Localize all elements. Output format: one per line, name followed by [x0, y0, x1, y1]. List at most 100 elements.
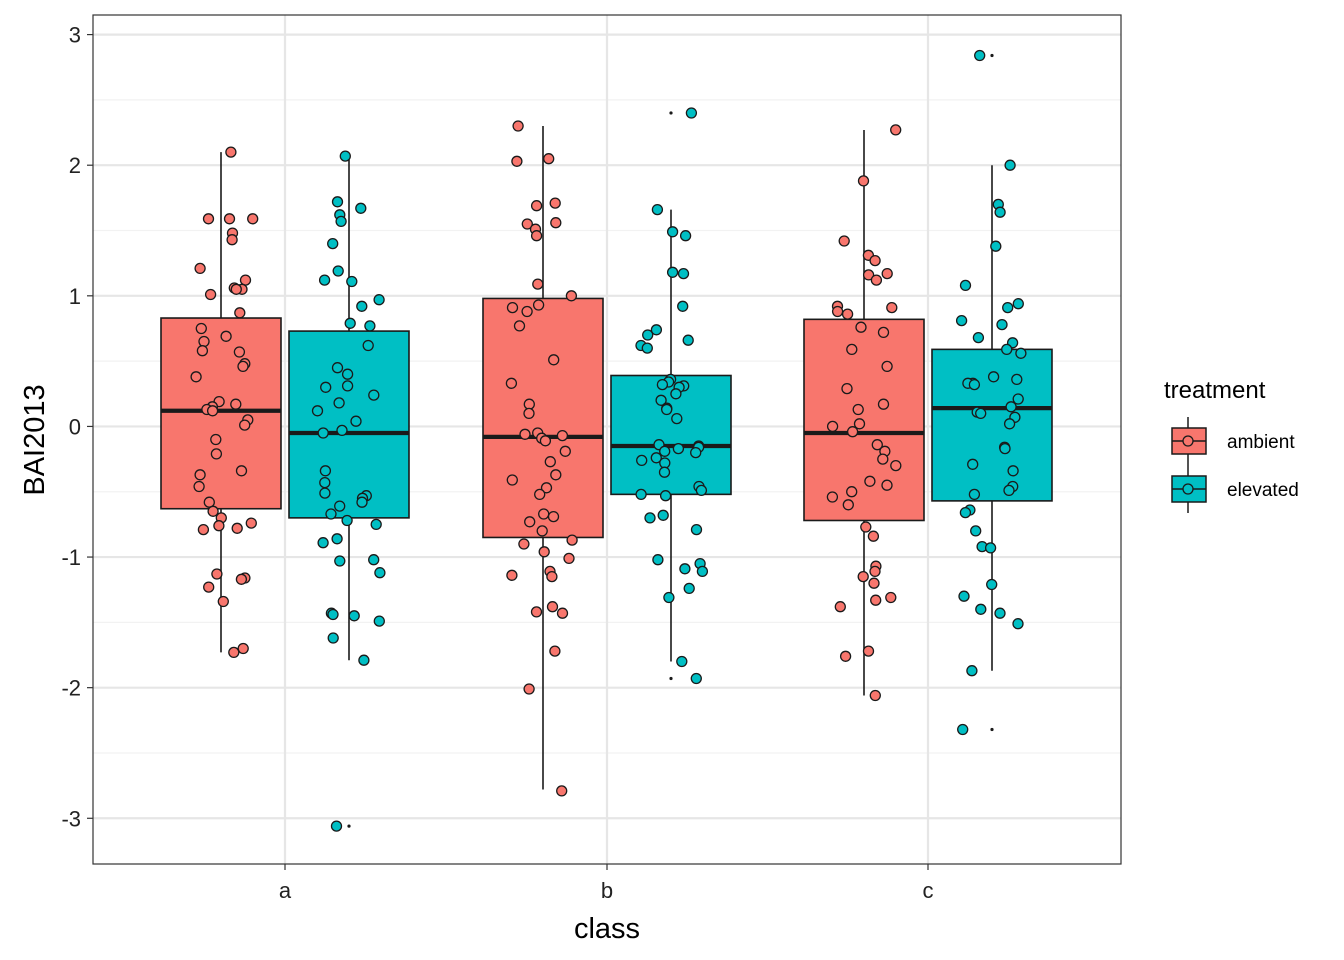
data-point-ambient	[226, 234, 238, 246]
data-point-elevated	[1012, 298, 1024, 310]
data-point-ambient	[857, 175, 870, 187]
data-point-ambient	[538, 508, 550, 520]
data-point-elevated	[341, 368, 354, 380]
data-point-elevated	[656, 378, 669, 391]
data-point-ambient	[539, 435, 552, 447]
data-point-ambient	[862, 269, 875, 281]
data-point-elevated	[1007, 465, 1019, 477]
outlier-point	[347, 824, 351, 828]
data-point-elevated	[958, 590, 970, 602]
outlier-point	[990, 727, 994, 732]
box-iqr	[803, 318, 925, 522]
data-point-ambient	[210, 448, 223, 460]
data-point-elevated	[666, 266, 679, 278]
data-point-elevated	[368, 389, 380, 401]
data-point-elevated	[670, 388, 682, 400]
legend-key-point	[1182, 435, 1194, 447]
data-point-elevated	[1012, 618, 1024, 630]
x-tick-label: c	[923, 878, 934, 903]
data-point-ambient	[198, 335, 210, 348]
data-point-ambient	[550, 217, 562, 229]
data-point-ambient	[881, 360, 893, 373]
data-point-elevated	[317, 537, 329, 549]
data-point-elevated	[642, 329, 654, 341]
data-point-ambient	[505, 377, 518, 389]
outlier-point	[669, 111, 673, 115]
data-point-elevated	[994, 206, 1006, 218]
data-point-ambient	[196, 345, 209, 357]
data-point-ambient	[867, 530, 880, 542]
data-point-elevated	[1003, 418, 1016, 430]
data-point-elevated	[636, 454, 648, 467]
data-point-elevated	[984, 542, 997, 554]
y-tick-label: 3	[69, 23, 81, 48]
data-point-elevated	[968, 488, 981, 501]
data-point-elevated	[690, 672, 702, 685]
box-iqr	[482, 297, 604, 539]
data-point-elevated	[350, 415, 362, 427]
data-point-elevated	[683, 582, 695, 595]
data-point-elevated	[659, 457, 671, 469]
data-point-elevated	[356, 496, 368, 508]
data-point-ambient	[549, 197, 561, 209]
data-point-elevated	[679, 230, 692, 242]
data-point-ambient	[532, 299, 545, 311]
data-point-ambient	[890, 459, 902, 472]
data-point-ambient	[852, 403, 864, 416]
data-point-elevated	[335, 215, 347, 228]
data-point-ambient	[538, 546, 550, 558]
data-point-elevated	[658, 466, 671, 478]
data-point-elevated	[996, 318, 1008, 331]
data-point-elevated	[346, 275, 358, 288]
data-point-ambient	[513, 320, 526, 332]
data-point-elevated	[659, 445, 671, 457]
data-point-ambient	[547, 510, 560, 523]
data-point-elevated	[327, 608, 339, 621]
data-point-elevated	[685, 107, 698, 119]
data-point-elevated	[358, 654, 370, 666]
legend-item-elevated: elevated	[1171, 465, 1299, 513]
x-axis: a b c	[279, 864, 934, 903]
data-point-ambient	[846, 486, 858, 498]
data-point-ambient	[230, 283, 242, 295]
data-point-ambient	[559, 445, 571, 457]
data-point-elevated	[373, 294, 385, 306]
data-point-ambient	[193, 480, 205, 493]
data-point-ambient	[886, 301, 898, 314]
data-point-elevated	[651, 203, 664, 216]
data-point-ambient	[202, 213, 215, 225]
data-point-ambient	[881, 267, 893, 280]
data-point-ambient	[523, 407, 535, 420]
data-point-elevated	[320, 381, 332, 393]
data-point-ambient	[519, 428, 531, 440]
data-point-elevated	[364, 320, 376, 332]
data-point-elevated	[661, 403, 673, 416]
y-tick-label: -2	[61, 676, 81, 701]
data-point-elevated	[327, 632, 339, 644]
data-point-elevated	[348, 610, 360, 622]
data-point-elevated	[959, 279, 972, 292]
data-point-ambient	[239, 419, 251, 431]
data-point-ambient	[197, 523, 210, 536]
data-point-ambient	[860, 521, 872, 533]
data-point-ambient	[530, 230, 543, 242]
data-point-ambient	[548, 354, 560, 366]
x-tick-label: b	[601, 878, 613, 903]
data-point-elevated	[1002, 301, 1014, 314]
data-point-ambient	[523, 683, 535, 695]
data-point-elevated	[986, 578, 998, 591]
data-point-elevated	[334, 500, 346, 512]
data-point-ambient	[228, 646, 240, 659]
data-point-elevated	[682, 334, 694, 346]
data-point-elevated	[339, 150, 351, 162]
data-point-ambient	[550, 469, 562, 481]
data-point-elevated	[999, 442, 1011, 455]
data-point-elevated	[994, 607, 1006, 619]
legend-label: elevated	[1227, 480, 1299, 501]
data-point-ambient	[870, 274, 883, 286]
data-point-elevated	[975, 407, 987, 420]
data-point-ambient	[831, 305, 844, 318]
data-point-ambient	[881, 479, 893, 491]
data-point-elevated	[679, 563, 691, 575]
data-point-elevated	[317, 427, 329, 439]
